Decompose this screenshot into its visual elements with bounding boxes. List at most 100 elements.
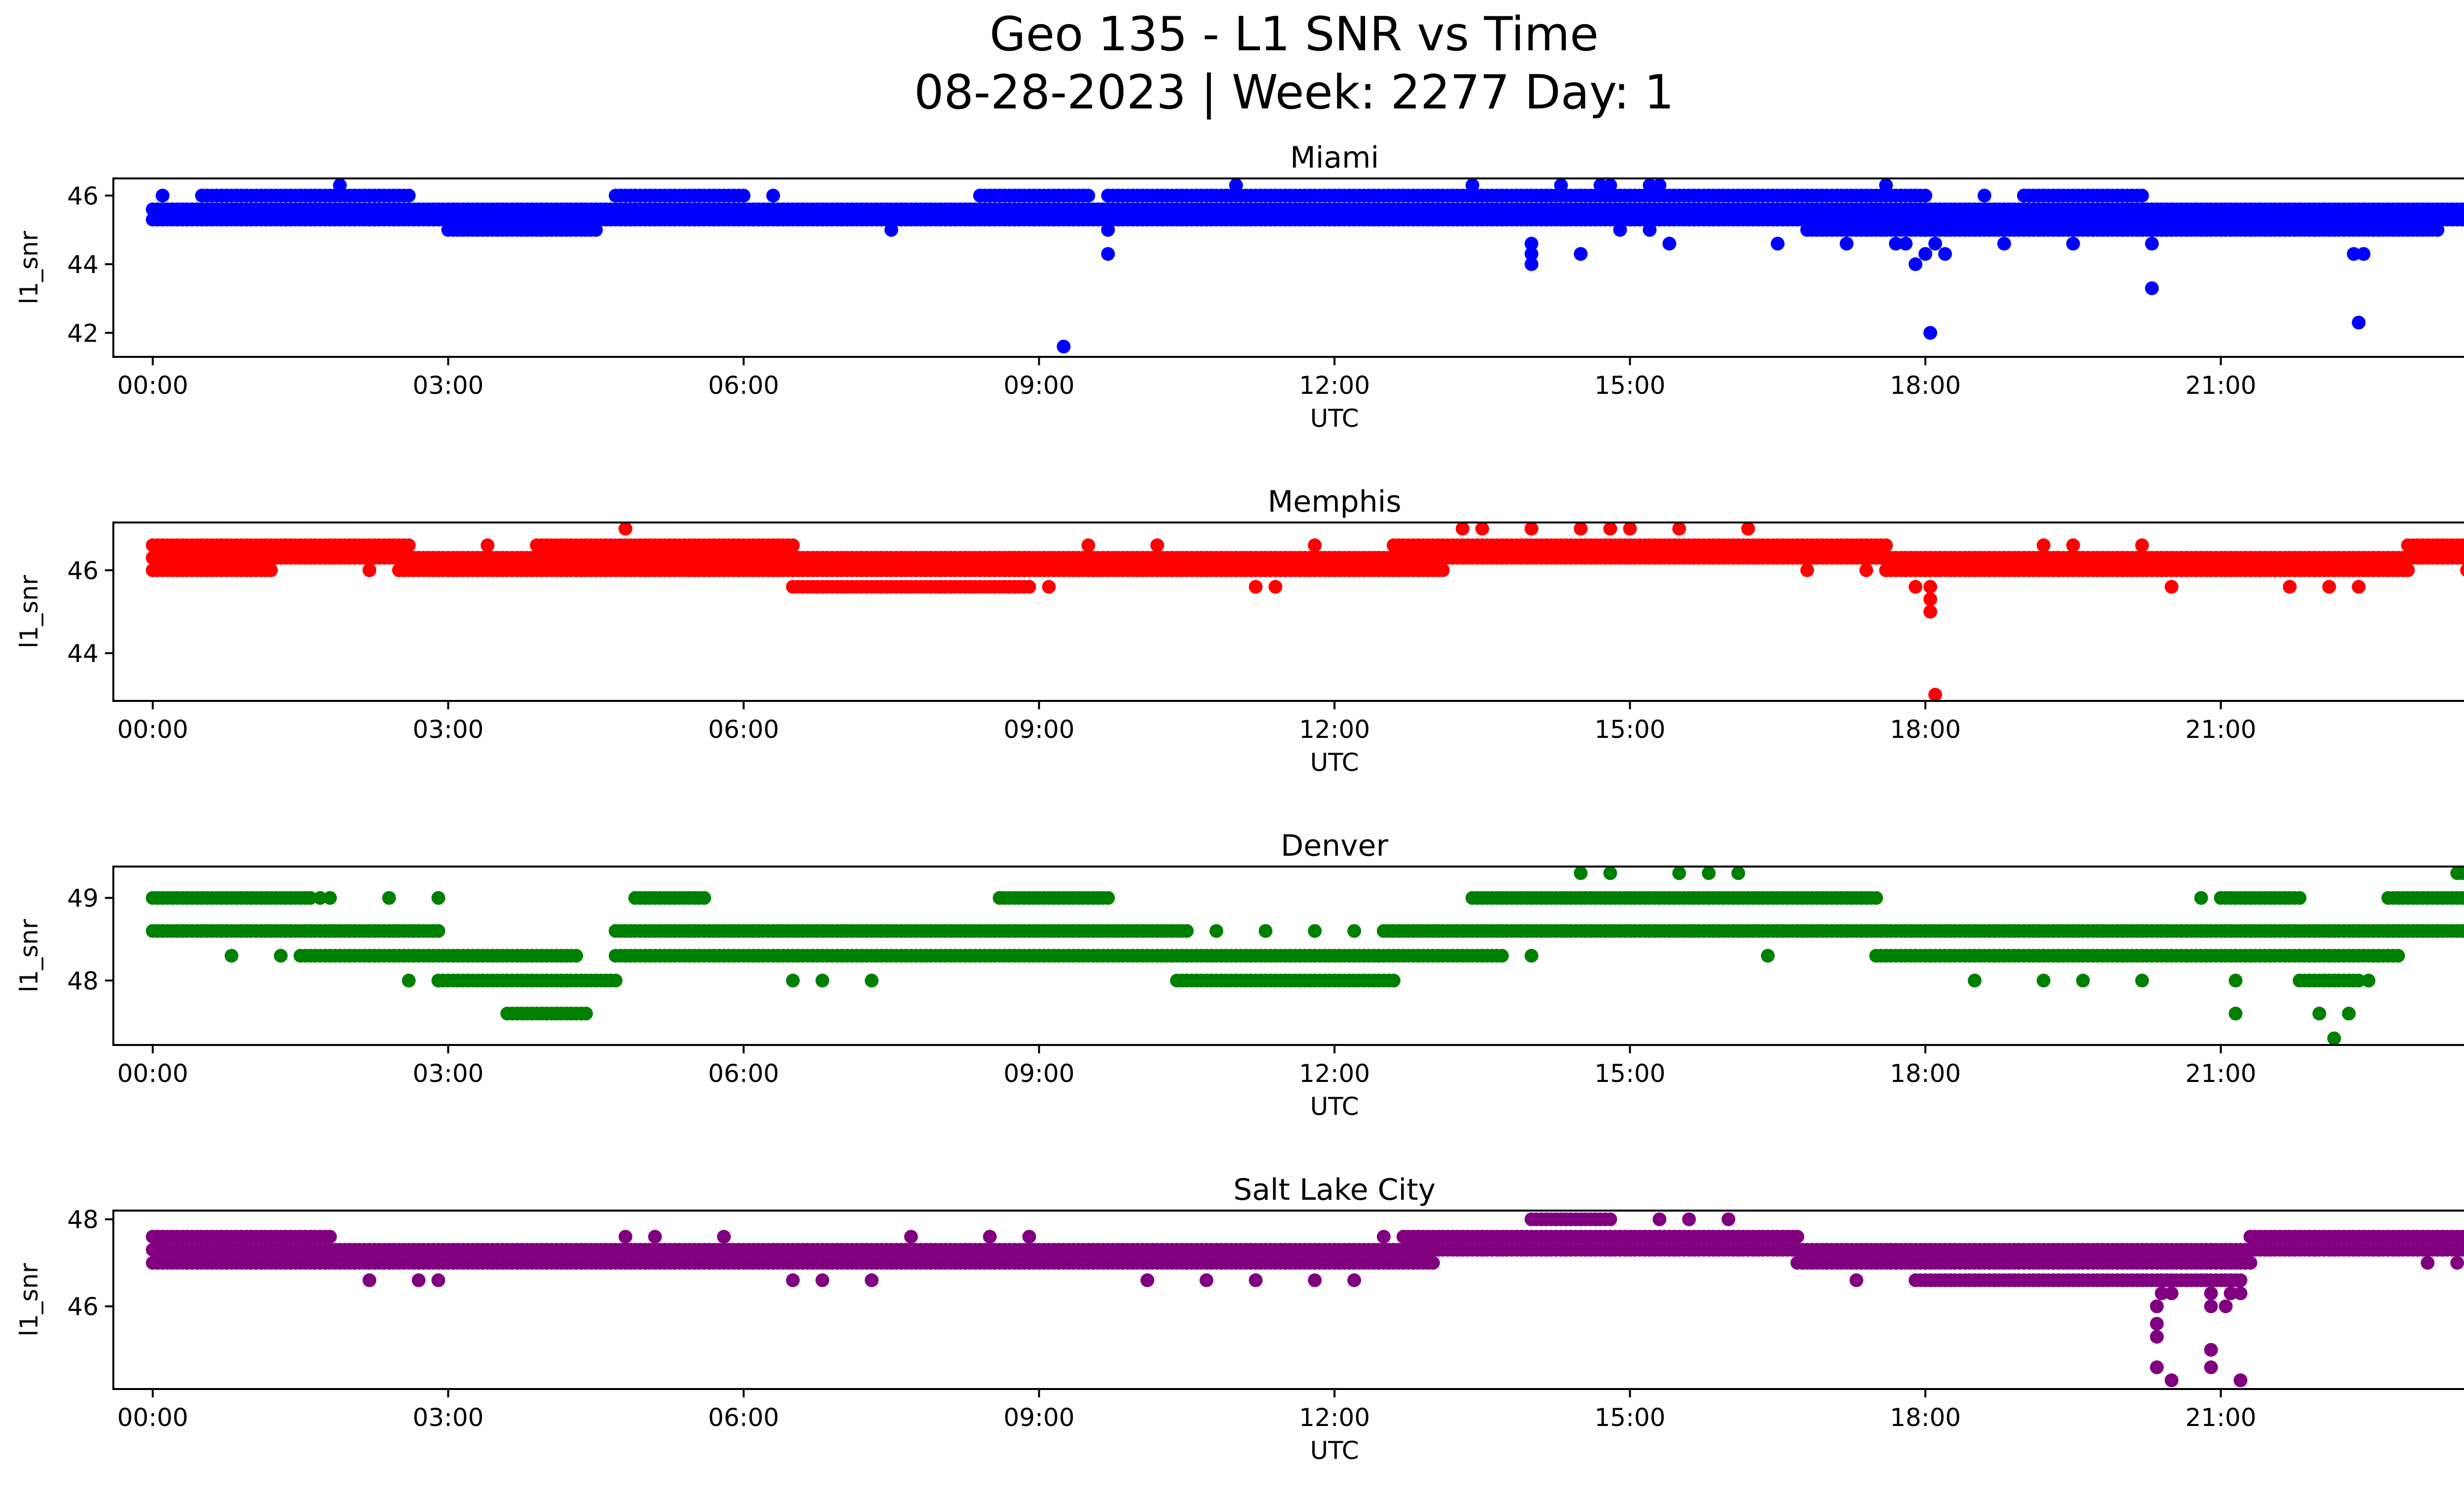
y-tick-label: 44: [67, 250, 99, 279]
data-point: [569, 949, 583, 963]
data-point: [2430, 223, 2445, 237]
data-point: [1376, 1230, 1391, 1244]
data-point: [1347, 924, 1361, 938]
data-point: [195, 188, 209, 203]
data-point: [145, 563, 160, 577]
data-point: [2352, 580, 2366, 594]
x-tick-label: 06:00: [708, 1059, 779, 1088]
data-point: [1771, 237, 1785, 251]
data-point: [1209, 924, 1224, 938]
data-point: [2327, 1031, 2341, 1045]
data-point: [323, 891, 337, 905]
data-point: [2204, 1286, 2218, 1300]
data-point: [224, 949, 239, 963]
x-tick-label: 21:00: [2186, 1059, 2257, 1088]
data-point: [2357, 247, 2371, 261]
subplot-title: Miami: [1290, 140, 1379, 175]
data-point: [382, 891, 396, 905]
data-point: [933, 580, 948, 594]
data-point: [2164, 580, 2179, 594]
data-point: [1554, 178, 1568, 192]
data-point: [1899, 237, 1913, 251]
data-point: [786, 538, 800, 553]
data-point: [1593, 178, 1608, 192]
data-point: [1495, 949, 1509, 963]
data-point: [1524, 949, 1539, 963]
data-point: [1909, 257, 1922, 271]
data-point: [786, 973, 800, 988]
data-point: [1603, 866, 1617, 880]
data-point: [1150, 538, 1164, 553]
x-tick-label: 03:00: [412, 1403, 483, 1432]
data-point: [618, 522, 633, 536]
data-point: [1259, 924, 1273, 938]
data-point: [1101, 247, 1115, 261]
data-point: [1879, 538, 1893, 553]
x-tick-label: 09:00: [1003, 1059, 1074, 1088]
data-point: [2322, 580, 2336, 594]
x-tick-label: 09:00: [1003, 715, 1074, 744]
data-point: [2076, 973, 2090, 988]
x-tick-label: 18:00: [1890, 715, 1961, 744]
data-point: [1347, 1273, 1361, 1287]
x-tick-label: 03:00: [412, 715, 483, 744]
x-tick-label: 21:00: [2186, 715, 2257, 744]
data-point: [1199, 1273, 1214, 1287]
data-point: [1524, 257, 1539, 271]
data-point: [1682, 1212, 1696, 1226]
data-point: [1436, 563, 1450, 577]
subplot-title: Memphis: [1267, 485, 1401, 519]
data-point: [579, 1007, 593, 1021]
data-point: [2204, 1343, 2218, 1357]
data-point: [2233, 1373, 2248, 1388]
data-point: [1879, 178, 1893, 192]
data-point: [1057, 340, 1071, 354]
data-point: [1923, 605, 1937, 619]
data-point: [2086, 223, 2100, 237]
data-point: [1938, 247, 1952, 261]
data-point: [2204, 1360, 2218, 1374]
data-point: [1721, 1212, 1736, 1226]
data-point: [2164, 1373, 2179, 1388]
x-tick-label: 00:00: [117, 1059, 188, 1088]
data-point: [1101, 891, 1115, 905]
data-point: [1909, 580, 1922, 594]
data-point: [2135, 973, 2149, 988]
data-point: [1741, 522, 1755, 536]
data-point: [1928, 688, 1942, 702]
y-tick-label: 44: [67, 639, 99, 668]
data-point: [402, 973, 416, 988]
data-point: [1603, 178, 1617, 192]
data-point: [2036, 973, 2051, 988]
data-point: [648, 1230, 662, 1244]
data-point: [1652, 1212, 1667, 1226]
data-point: [402, 188, 416, 203]
data-point: [1574, 866, 1588, 880]
data-point: [2150, 1317, 2164, 1331]
data-point: [815, 1273, 829, 1287]
x-axis-label: UTC: [1310, 748, 1359, 777]
x-axis-label: UTC: [1310, 404, 1359, 433]
data-point: [2233, 1273, 2248, 1287]
data-point: [431, 1273, 445, 1287]
data-point: [2150, 1360, 2164, 1374]
x-tick-label: 03:00: [412, 1059, 483, 1088]
data-point: [1455, 522, 1470, 536]
data-point: [2450, 1256, 2464, 1270]
data-point: [1652, 178, 1667, 192]
data-point: [1702, 866, 1716, 880]
data-point: [2421, 1256, 2435, 1270]
data-point: [2371, 223, 2386, 237]
data-point: [1426, 1256, 1440, 1270]
subplot-title: Salt Lake City: [1233, 1173, 1436, 1207]
data-point: [1524, 522, 1539, 536]
y-tick-label: 46: [67, 182, 99, 210]
data-point: [1042, 580, 1056, 594]
data-point: [1308, 538, 1322, 553]
data-point: [411, 1273, 426, 1287]
y-tick-label: 48: [67, 967, 99, 995]
data-point: [1672, 866, 1686, 880]
data-point: [274, 212, 288, 227]
